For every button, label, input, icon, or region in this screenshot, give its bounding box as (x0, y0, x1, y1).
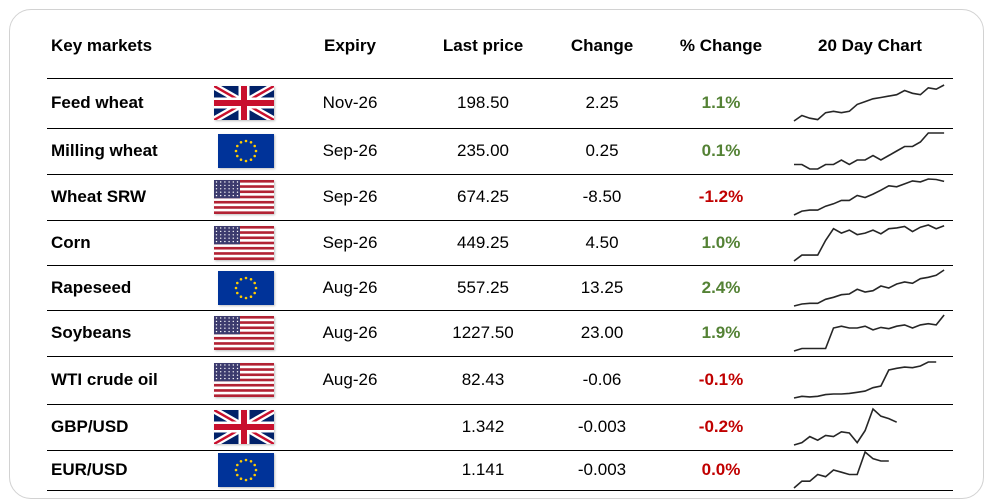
row-divider (47, 356, 953, 357)
sparkline-series (793, 84, 945, 122)
row-divider (47, 220, 953, 221)
market-table-card (9, 9, 984, 499)
eu-flag (218, 270, 274, 305)
change-value: 13.25 (580, 277, 624, 297)
market-name: EUR/USD (51, 460, 128, 479)
eu-flag (218, 134, 274, 168)
last-price-value: 674.25 (457, 187, 509, 206)
market-name: Corn (51, 232, 91, 252)
sparkline-chart (793, 84, 945, 122)
last-price-value: 1.141 (461, 460, 505, 479)
header-last-price: Last price (442, 36, 524, 55)
last-price-value: 198.50 (457, 93, 509, 112)
row-divider (47, 490, 953, 491)
sparkline-series (793, 223, 945, 262)
pct-change-value: -0.2% (698, 417, 744, 436)
sparkline-chart (794, 132, 945, 170)
sparkline-series (794, 132, 945, 170)
change-value: -0.06 (582, 370, 622, 389)
last-price-value: 82.43 (461, 370, 505, 389)
pct-change-value: 1.9% (701, 323, 741, 342)
change-value: 4.50 (585, 232, 619, 252)
us-flag (214, 363, 274, 397)
row-divider (47, 310, 953, 311)
last-price-value: 1227.50 (452, 323, 514, 342)
pct-change-value: -0.1% (698, 370, 744, 389)
last-price-value: 1.342 (461, 417, 505, 436)
sparkline-series (793, 178, 945, 216)
header-change: Change (570, 36, 634, 55)
expiry-value: Sep-26 (322, 141, 378, 160)
expiry-value: Nov-26 (322, 93, 378, 112)
pct-change-value: 1.1% (701, 93, 741, 112)
sparkline-chart (793, 178, 945, 216)
sparkline-chart (793, 407, 898, 446)
change-value: 0.25 (585, 141, 619, 160)
row-divider (47, 265, 953, 266)
header-key-markets: Key markets (51, 36, 153, 55)
change-value: 2.25 (585, 93, 619, 112)
sparkline-chart (793, 450, 889, 489)
row-divider (47, 404, 953, 405)
change-value: -8.50 (582, 187, 622, 206)
sparkline-series (793, 361, 937, 399)
change-value: -0.003 (577, 417, 627, 436)
row-divider (47, 450, 953, 451)
market-name: Soybeans (51, 323, 132, 342)
us-flag (214, 180, 274, 214)
expiry-value: Aug-26 (322, 277, 378, 297)
sparkline-series (793, 450, 889, 489)
header-expiry: Expiry (324, 36, 376, 55)
expiry-value: Sep-26 (322, 232, 378, 252)
last-price-value: 235.00 (457, 141, 509, 160)
market-name: WTI crude oil (51, 370, 158, 389)
pct-change-value: 2.4% (701, 277, 741, 297)
uk-flag (214, 86, 274, 120)
market-name: Rapeseed (51, 277, 132, 297)
uk-flag (214, 410, 274, 444)
expiry-value: Aug-26 (322, 370, 378, 389)
last-price-value: 449.25 (457, 232, 509, 252)
eu-flag (218, 453, 274, 487)
change-value: -0.003 (577, 460, 627, 479)
sparkline-chart (793, 314, 945, 352)
pct-change-value: 0.0% (701, 460, 741, 479)
last-price-value: 557.25 (457, 277, 509, 297)
expiry-value: Sep-26 (322, 187, 378, 206)
header-20-day-chart: 20 Day Chart (818, 36, 922, 55)
expiry-value: Aug-26 (322, 323, 378, 342)
sparkline-series (793, 407, 898, 446)
sparkline-chart (793, 223, 945, 262)
market-name: GBP/USD (51, 417, 129, 436)
sparkline-chart (793, 268, 945, 307)
sparkline-series (793, 268, 945, 307)
row-divider (47, 78, 953, 79)
row-divider (47, 128, 953, 129)
header-pct-change: % Change (679, 36, 763, 55)
sparkline-series (793, 314, 945, 352)
us-flag (214, 225, 274, 260)
pct-change-value: 0.1% (701, 141, 741, 160)
market-name: Feed wheat (51, 93, 144, 112)
row-divider (47, 174, 953, 175)
change-value: 23.00 (580, 323, 624, 342)
us-flag (214, 316, 274, 350)
market-name: Milling wheat (51, 141, 158, 160)
market-name: Wheat SRW (51, 187, 147, 206)
pct-change-value: -1.2% (698, 187, 744, 206)
sparkline-chart (793, 361, 937, 399)
pct-change-value: 1.0% (701, 232, 741, 252)
